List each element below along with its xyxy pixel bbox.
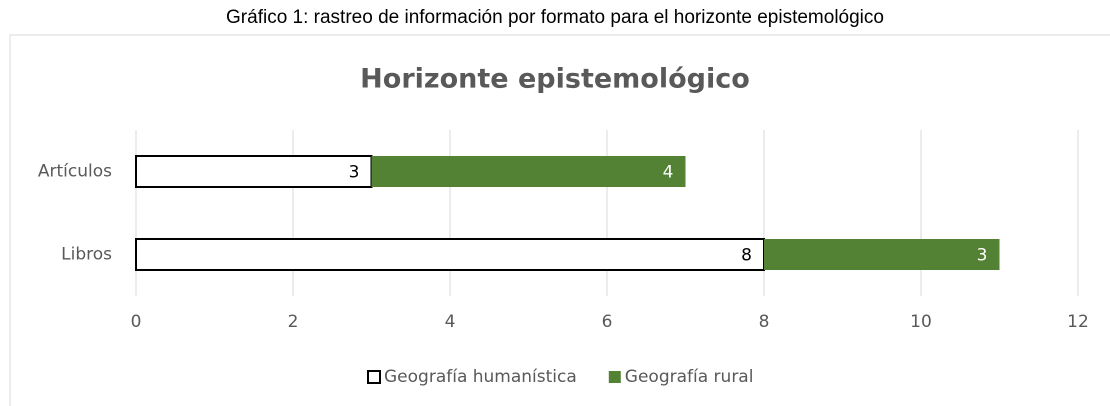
chart-border [9, 34, 1110, 406]
data-label: 3 [977, 246, 988, 266]
caption: Gráfico 1: rastreo de información por fo… [226, 7, 884, 28]
y-tick-label: Artículos [38, 162, 112, 182]
legend-label: Geografía rural [625, 367, 754, 387]
bar [371, 156, 686, 187]
y-tick-label: Libros [61, 245, 112, 265]
bar [135, 238, 765, 271]
x-tick-label: 0 [131, 312, 142, 332]
data-label: 8 [741, 246, 752, 266]
x-tick-label: 12 [1067, 312, 1089, 332]
data-label: 4 [663, 163, 674, 183]
x-tick-label: 8 [759, 312, 770, 332]
legend-swatch [367, 370, 381, 384]
bar [135, 155, 373, 188]
bar [764, 239, 1000, 270]
x-tick-label: 6 [602, 312, 613, 332]
legend-label: Geografía humanística [384, 367, 577, 387]
x-tick-label: 10 [910, 312, 932, 332]
chart-title: Horizonte epistemológico [360, 64, 750, 95]
legend-swatch [608, 371, 621, 383]
data-label: 3 [349, 163, 360, 183]
x-tick-label: 2 [288, 312, 299, 332]
x-tick-label: 4 [445, 312, 456, 332]
